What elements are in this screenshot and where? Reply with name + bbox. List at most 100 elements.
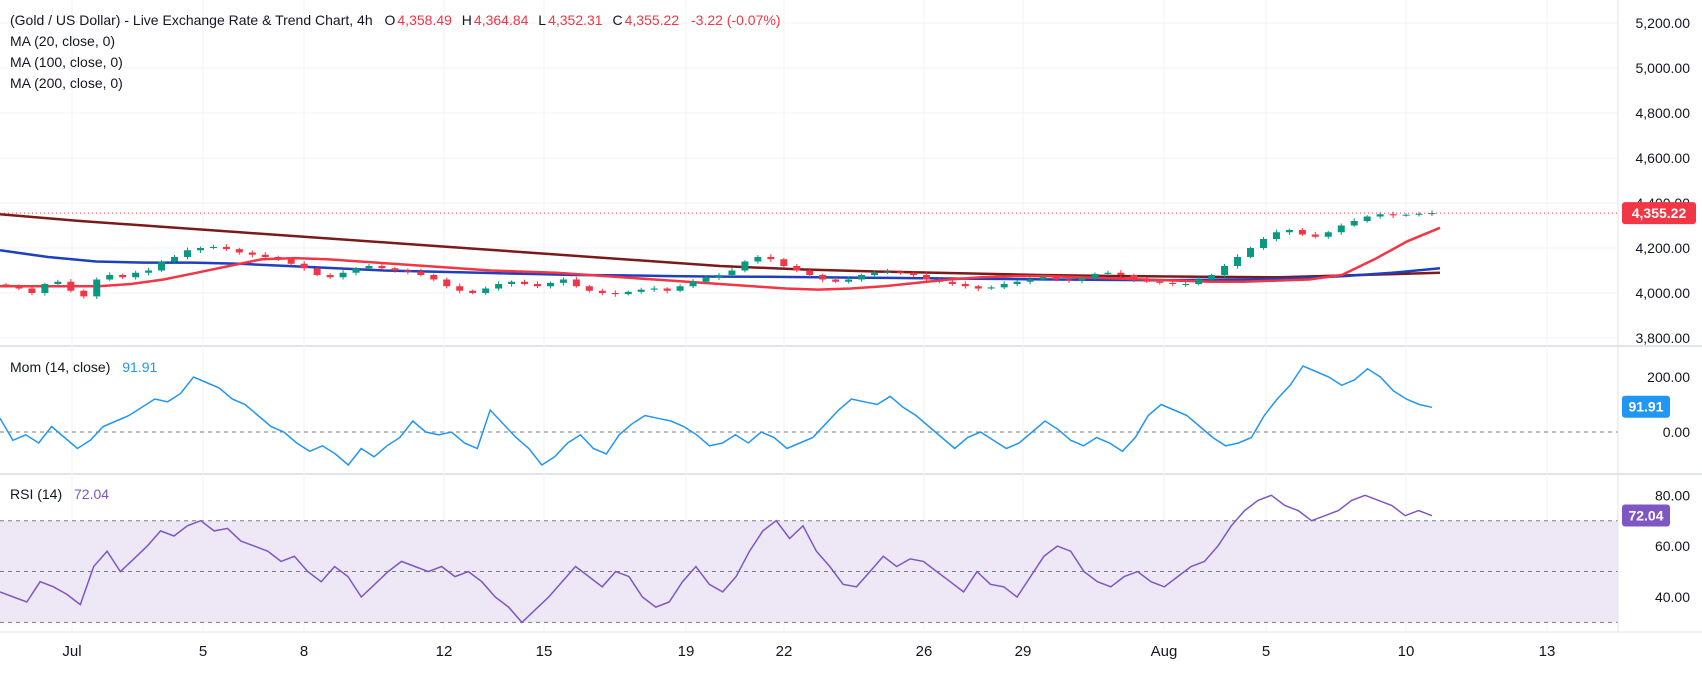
price-tick-label: 4,000.00 (1636, 285, 1691, 301)
close-value: 4,355.22 (624, 12, 680, 28)
ma200-line (0, 213, 1441, 279)
candle-body (806, 270, 814, 275)
candle-body (132, 272, 140, 278)
candle-body (871, 272, 879, 275)
candle-body (430, 275, 438, 280)
candle-body (352, 268, 360, 273)
price-tick-label: 4,600.00 (1636, 150, 1691, 166)
candle-body (482, 288, 490, 293)
candle-body (28, 288, 36, 293)
high-value: 4,364.84 (473, 12, 529, 28)
candle-body (767, 257, 775, 260)
candle-body (1350, 221, 1358, 226)
candle-body (171, 257, 179, 262)
candle-body (443, 279, 451, 287)
ma200-legend[interactable]: MA (200, close, 0) (10, 75, 125, 91)
mom-legend[interactable]: Mom (14, close) 91.91 (10, 359, 159, 375)
candle-body (987, 287, 995, 289)
candle-body (1039, 277, 1047, 280)
rsi-last-label: 72.04 (1628, 508, 1663, 524)
x-tick-label: 19 (678, 643, 695, 660)
candle-body (469, 290, 477, 293)
candle-body (728, 270, 736, 275)
candle-body (1234, 257, 1242, 266)
candle-body (1324, 232, 1332, 237)
x-tick-label: Jul (62, 643, 81, 660)
candle-body (1376, 214, 1384, 217)
x-tick-label: 29 (1015, 643, 1032, 660)
candle-body (2, 284, 10, 287)
chart-header-legend: (Gold / US Dollar) - Live Exchange Rate … (10, 12, 782, 28)
candle-body (326, 275, 334, 278)
candle-body (248, 252, 256, 255)
rsi-last-badge (1622, 504, 1670, 527)
candle-body (961, 284, 969, 287)
candle-body (1000, 284, 1008, 288)
candle-body (1052, 277, 1060, 280)
candle-body (93, 279, 101, 297)
mom-legend-label: Mom (14, close) (10, 359, 111, 375)
candle-body (183, 250, 191, 257)
candle-body (1208, 275, 1216, 280)
rsi-line (0, 494, 1433, 624)
low-value: 4,352.31 (548, 12, 603, 28)
candle-body (41, 284, 49, 293)
candle-body (521, 281, 529, 284)
candle-body (417, 271, 425, 275)
x-tick-label: 22 (776, 643, 793, 660)
candle-body (1259, 239, 1267, 248)
x-tick-label: 26 (916, 643, 933, 660)
candle-body (611, 293, 619, 295)
candle-body (534, 284, 542, 287)
candle-body (637, 289, 645, 292)
candle-body (1156, 281, 1164, 283)
candle-body (1117, 272, 1125, 275)
candle-body (624, 291, 632, 295)
candle-body (896, 271, 904, 273)
candle-body (391, 268, 399, 271)
candle-body (1247, 248, 1255, 257)
candle-body (974, 286, 982, 289)
price-tick-label: 4,200.00 (1636, 240, 1691, 256)
candle-body (261, 254, 269, 257)
candle-body (598, 290, 606, 293)
candle-body (300, 263, 308, 269)
mom-tick-label: 0.00 (1663, 424, 1690, 440)
candle-body (1065, 279, 1073, 281)
rsi-legend-label: RSI (14) (10, 486, 63, 502)
x-tick-label: 5 (1262, 643, 1270, 660)
candle-body (1221, 266, 1229, 275)
x-tick-label: 12 (436, 643, 453, 660)
candle-body (1130, 275, 1138, 280)
candle-body (145, 270, 153, 273)
candle-body (1169, 282, 1177, 284)
candle-body (1104, 272, 1112, 274)
candle-body (858, 275, 866, 280)
mom-tick-label: 200.00 (1647, 369, 1690, 385)
candle-body (1311, 234, 1319, 237)
candle-body (15, 286, 23, 289)
candle-body (585, 286, 593, 291)
open-value: 4,358.49 (397, 12, 452, 28)
ma20-legend-label: MA (20, close, 0) (10, 33, 116, 49)
candle-body (793, 266, 801, 271)
candle-body (702, 277, 710, 282)
candle-body (948, 281, 956, 284)
candle-body (378, 266, 386, 269)
candle-body (559, 279, 567, 283)
candle-body (222, 246, 230, 250)
mom-line (0, 365, 1433, 467)
ma100-legend[interactable]: MA (100, close, 0) (10, 54, 125, 70)
ma100-legend-label: MA (100, close, 0) (10, 54, 123, 70)
candle-body (715, 275, 723, 278)
price-tick-label: 4,800.00 (1636, 105, 1691, 121)
ma20-legend[interactable]: MA (20, close, 0) (10, 33, 117, 49)
candle-body (922, 275, 930, 280)
candle-body (1389, 214, 1397, 216)
candle-body (1415, 213, 1423, 215)
close-label: C (612, 12, 623, 28)
rsi-legend[interactable]: RSI (14) 72.04 (10, 486, 111, 502)
price-tick-label: 5,000.00 (1636, 60, 1691, 76)
